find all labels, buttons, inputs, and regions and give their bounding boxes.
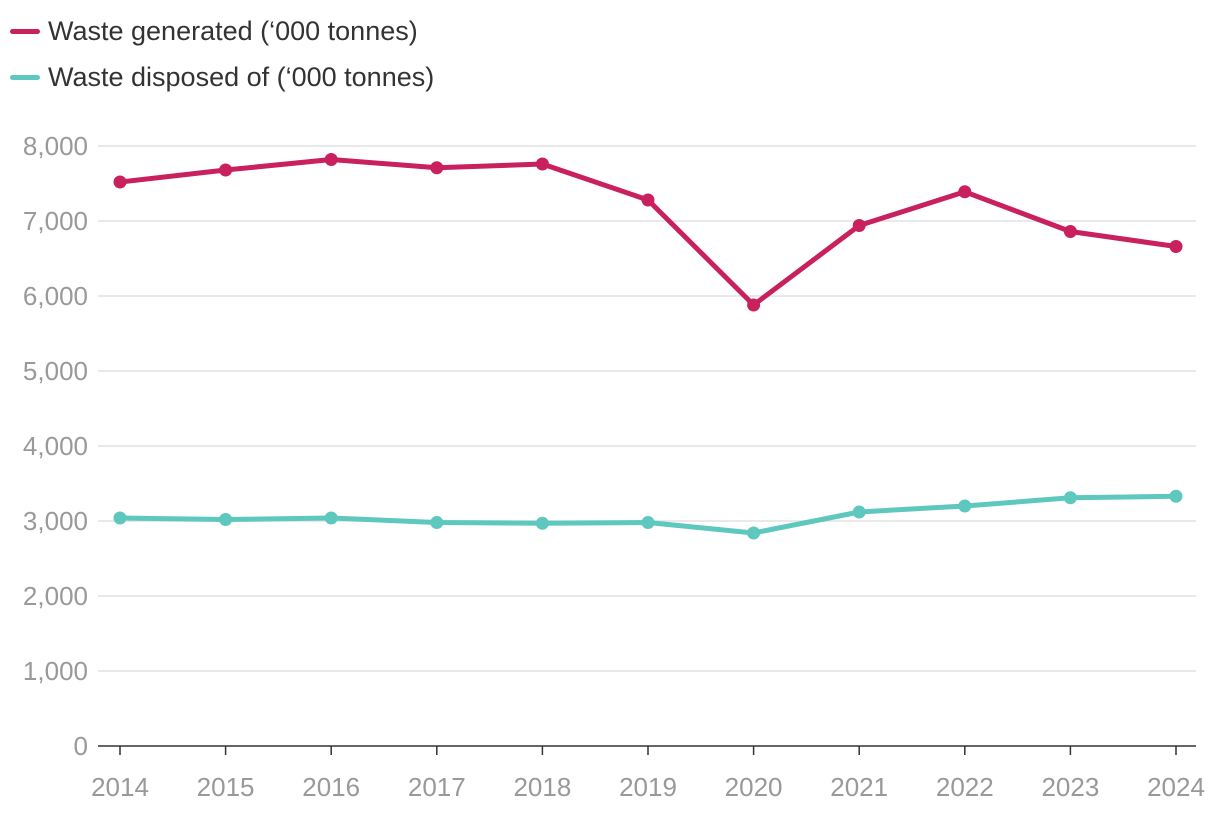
x-tick-label-2021: 2021 bbox=[830, 772, 888, 802]
data-point-waste-disposed-2017 bbox=[430, 516, 444, 529]
y-axis-labels: 0 1,000 2,000 3,000 4,000 5,000 6,000 7,000 8,00… bbox=[23, 131, 88, 761]
data-point-waste-generated-2018 bbox=[535, 157, 549, 171]
data-point-waste-generated-2015 bbox=[219, 163, 233, 177]
data-point-waste-disposed-2014 bbox=[113, 511, 127, 525]
chart-legend: Waste generated (‘000 tonnes) Waste disp… bbox=[10, 8, 434, 100]
y-tick-label-3000: 3,000 bbox=[23, 506, 88, 536]
x-tick-label-2020: 2020 bbox=[725, 772, 783, 802]
series-line-waste-generated bbox=[117, 157, 1179, 308]
y-tick-label-5000: 5,000 bbox=[23, 356, 88, 386]
x-tick-label-2022: 2022 bbox=[936, 772, 994, 802]
y-gridlines bbox=[98, 145, 1196, 672]
data-point-waste-generated-2024 bbox=[1169, 240, 1183, 253]
y-tick-label-4000: 4,000 bbox=[23, 431, 88, 461]
x-tick-label-2014: 2014 bbox=[91, 772, 149, 802]
data-point-waste-generated-2023 bbox=[1063, 225, 1077, 238]
data-point-waste-disposed-2022 bbox=[958, 499, 972, 513]
data-point-waste-generated-2014 bbox=[113, 175, 127, 189]
legend-item-waste-disposed: Waste disposed of (‘000 tonnes) bbox=[10, 54, 434, 100]
data-point-waste-generated-2020 bbox=[747, 298, 761, 312]
y-tick-label-2000: 2,000 bbox=[23, 581, 88, 611]
data-point-waste-generated-2019 bbox=[641, 193, 655, 207]
data-point-waste-disposed-2024 bbox=[1169, 489, 1183, 503]
legend-swatch-waste-generated bbox=[10, 28, 40, 34]
legend-item-waste-generated: Waste generated (‘000 tonnes) bbox=[10, 8, 434, 54]
legend-swatch-waste-disposed bbox=[10, 74, 40, 80]
x-tick-label-2018: 2018 bbox=[513, 772, 571, 802]
x-tick-label-2024: 2024 bbox=[1147, 772, 1205, 802]
legend-label-waste-generated: Waste generated (‘000 tonnes) bbox=[48, 15, 418, 46]
y-tick-label-7000: 7,000 bbox=[23, 206, 88, 236]
data-point-waste-disposed-2015 bbox=[219, 513, 233, 526]
x-tick-label-2019: 2019 bbox=[619, 772, 677, 802]
data-point-waste-generated-2016 bbox=[324, 153, 338, 166]
series-waste-disposed bbox=[113, 489, 1183, 540]
data-point-waste-disposed-2023 bbox=[1063, 491, 1077, 505]
data-point-waste-disposed-2019 bbox=[641, 516, 655, 529]
data-point-waste-disposed-2016 bbox=[324, 511, 338, 525]
x-tick-label-2016: 2016 bbox=[302, 772, 360, 802]
data-point-waste-disposed-2021 bbox=[852, 505, 866, 519]
legend-label-waste-disposed: Waste disposed of (‘000 tonnes) bbox=[48, 61, 435, 92]
y-tick-label-0: 0 bbox=[74, 731, 88, 761]
series-waste-generated bbox=[113, 153, 1183, 312]
x-axis-labels: 2014 2015 2016 2017 2018 2019 2020 2021 2022 2023… bbox=[91, 772, 1205, 802]
x-tick-label-2015: 2015 bbox=[197, 772, 255, 802]
x-tick-label-2017: 2017 bbox=[408, 772, 466, 802]
data-point-waste-disposed-2018 bbox=[535, 516, 549, 530]
x-tick-label-2023: 2023 bbox=[1041, 772, 1099, 802]
y-tick-label-8000: 8,000 bbox=[23, 131, 88, 161]
data-point-waste-disposed-2020 bbox=[747, 526, 761, 540]
y-tick-label-1000: 1,000 bbox=[23, 656, 88, 686]
data-point-waste-generated-2022 bbox=[958, 185, 972, 199]
y-tick-label-6000: 6,000 bbox=[23, 281, 88, 311]
data-point-waste-generated-2021 bbox=[852, 219, 866, 232]
data-point-waste-generated-2017 bbox=[430, 161, 444, 175]
